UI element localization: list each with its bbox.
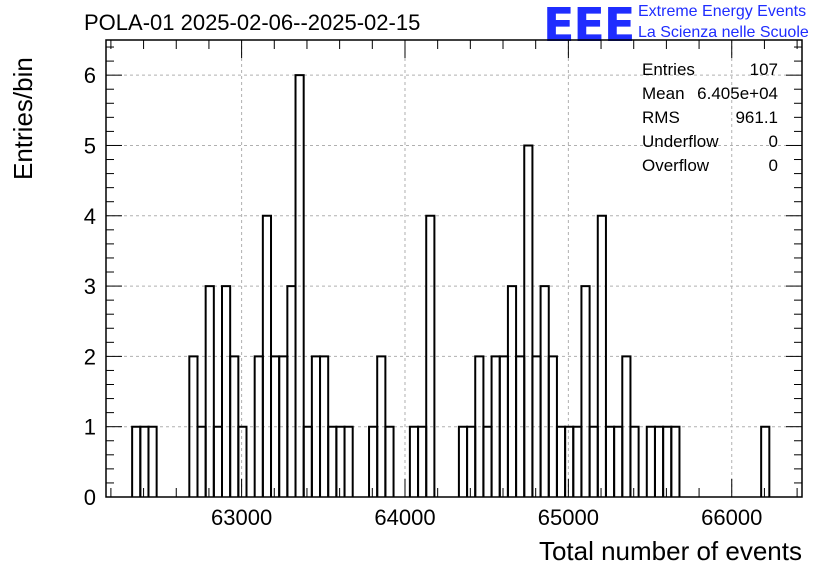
x-tick-label: 63000 (211, 505, 272, 530)
stats-rms-row: RMS 961.1 (642, 108, 778, 132)
stats-entries-label: Entries (642, 60, 695, 79)
stats-entries-row: Entries 107 (642, 60, 778, 84)
histogram-bin (286, 285, 297, 497)
y-tick-label: 1 (84, 415, 96, 440)
histogram-bin (572, 425, 583, 497)
stats-underflow-value: 0 (768, 132, 778, 151)
histogram-bin (237, 425, 248, 497)
histogram-bin (645, 425, 656, 497)
histogram-bin (147, 425, 158, 497)
stats-rms-value: 961.1 (735, 108, 778, 127)
histogram-bin (555, 425, 567, 497)
histogram-bin (580, 285, 591, 497)
y-tick-label: 4 (84, 204, 96, 229)
stats-underflow-row: Underflow 0 (642, 132, 778, 156)
stats-mean-value: 6.405e+04 (697, 84, 778, 103)
histogram-bin (343, 425, 354, 497)
logo-line-1: Extreme Energy Events (638, 3, 807, 20)
histogram-bin (596, 214, 607, 497)
histogram-bin (131, 425, 142, 497)
x-tick-label: 66000 (701, 505, 762, 530)
histogram-bin (335, 425, 346, 497)
stats-entries-value: 107 (749, 60, 778, 79)
histogram-bin (539, 285, 550, 497)
histogram-bin (629, 425, 640, 497)
histogram-bin (482, 425, 493, 497)
logo-line-2: La Scienza nelle Scuole (638, 24, 809, 41)
histogram-bin (139, 425, 150, 497)
stats-overflow-value: 0 (768, 156, 778, 175)
histogram-bin (368, 425, 379, 497)
histogram-bin (588, 425, 599, 497)
stats-underflow-label: Underflow (642, 132, 719, 151)
histogram-bin (302, 425, 313, 497)
histogram-bin (196, 425, 207, 497)
histogram-bin (327, 425, 338, 497)
histogram-bin (760, 425, 771, 497)
histogram-bin (294, 74, 305, 497)
histogram-bin (384, 425, 395, 497)
y-tick-label: 2 (84, 344, 96, 369)
stats-box: Entries 107 Mean 6.405e+04 RMS 961.1 Und… (642, 60, 778, 180)
histogram-bin (221, 285, 232, 497)
histogram-bin (653, 425, 665, 497)
y-tick-label: 3 (84, 274, 96, 299)
x-tick-label: 65000 (538, 505, 599, 530)
stats-rms-label: RMS (642, 108, 680, 127)
stats-overflow-label: Overflow (642, 156, 710, 175)
histogram-bin (425, 214, 436, 497)
y-tick-label: 5 (84, 133, 96, 158)
histogram-bin (417, 425, 428, 497)
histogram-bin (613, 425, 624, 497)
histogram-bin (506, 285, 518, 497)
x-tick-label: 64000 (374, 505, 435, 530)
histogram-bin (212, 425, 223, 497)
chart-title: POLA-01 2025-02-06--2025-02-15 (84, 10, 421, 35)
histogram-bin (564, 425, 575, 497)
stats-mean-label: Mean (642, 84, 685, 103)
x-axis-label: Total number of events (538, 536, 802, 566)
histogram-bin (457, 425, 469, 497)
histogram-bin (408, 425, 420, 497)
histogram-bin (466, 425, 477, 497)
stats-overflow-row: Overflow 0 (642, 156, 778, 180)
stats-mean-row: Mean 6.405e+04 (642, 84, 778, 108)
y-tick-label: 6 (84, 63, 96, 88)
y-tick-label: 0 (84, 485, 96, 510)
histogram-bin (662, 425, 673, 497)
histogram-bin (604, 425, 616, 497)
histogram-bin (523, 144, 534, 497)
y-axis-label: Entries/bin (8, 57, 38, 180)
plot-frame (105, 39, 803, 498)
histogram-bin (670, 425, 681, 497)
histogram-bin (204, 285, 215, 497)
